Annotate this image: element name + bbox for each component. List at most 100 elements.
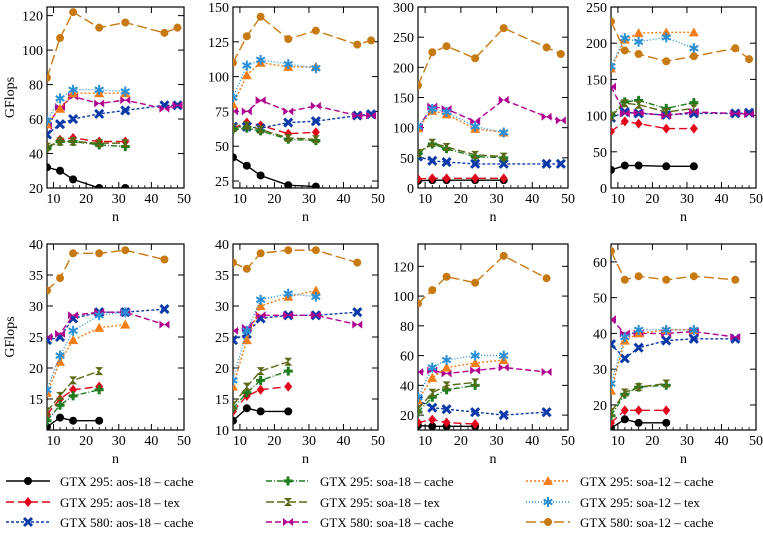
data-point-s7 bbox=[418, 121, 423, 132]
series-group bbox=[611, 17, 755, 174]
data-point-s5 bbox=[352, 111, 363, 120]
y-tick-label: 100 bbox=[208, 71, 229, 86]
data-point-s8 bbox=[662, 275, 671, 284]
data-point-s2 bbox=[470, 407, 481, 418]
data-point-s8 bbox=[233, 58, 237, 67]
data-point-s5 bbox=[470, 366, 481, 375]
data-point-s8 bbox=[56, 34, 65, 43]
data-point-s8 bbox=[242, 32, 251, 41]
data-point-s8 bbox=[95, 23, 104, 32]
data-point-s7 bbox=[233, 92, 238, 103]
data-point-s8 bbox=[620, 275, 629, 284]
series-line-s1 bbox=[47, 385, 100, 415]
data-point-s0 bbox=[242, 404, 251, 413]
y-tick-label: 25 bbox=[215, 331, 229, 346]
y-tick-label: 80 bbox=[400, 320, 414, 335]
data-point-s7 bbox=[94, 310, 105, 321]
data-point-s4 bbox=[47, 407, 51, 416]
data-point-s5 bbox=[47, 333, 52, 341]
data-point-s5 bbox=[633, 108, 644, 117]
data-point-s1 bbox=[471, 419, 480, 430]
data-point-s8 bbox=[442, 42, 451, 51]
legend-marker bbox=[544, 518, 552, 526]
panel-top-3: 10 20 30 40 50 0 50 100 150 200 250 300 n bbox=[393, 1, 575, 225]
x-tick-label: 10 bbox=[233, 434, 247, 449]
data-point-s5 bbox=[688, 107, 699, 116]
data-point-s0 bbox=[311, 182, 320, 188]
data-point-s1 bbox=[620, 405, 629, 416]
y-tick-label: 30 bbox=[215, 300, 229, 315]
data-point-s4 bbox=[620, 388, 629, 397]
y-tick-label: 30 bbox=[593, 363, 607, 378]
data-point-s0 bbox=[611, 165, 615, 174]
y-tick-label: 50 bbox=[593, 146, 607, 161]
legend-label: GTX 580: soa-18 – cache bbox=[320, 515, 454, 530]
data-point-s0 bbox=[620, 161, 629, 170]
data-point-s8 bbox=[367, 36, 376, 45]
data-point-s0 bbox=[428, 422, 437, 430]
y-tick-label: 50 bbox=[215, 140, 229, 155]
data-point-s8 bbox=[731, 275, 740, 284]
data-point-s8 bbox=[353, 258, 362, 267]
x-tick-label: 50 bbox=[371, 434, 385, 449]
legend-label: GTX 580: aos-18 – cache bbox=[60, 515, 194, 530]
y-tick-label: 40 bbox=[400, 379, 414, 394]
x-tick-label: 40 bbox=[336, 192, 350, 207]
data-point-s7 bbox=[441, 355, 452, 366]
y-tick-label: 60 bbox=[593, 256, 607, 271]
data-point-s6 bbox=[427, 372, 438, 382]
x-tick-label: 30 bbox=[302, 192, 316, 207]
data-point-s2 bbox=[661, 335, 672, 346]
y-tick-label: 20 bbox=[215, 362, 229, 377]
data-point-s4 bbox=[242, 121, 251, 130]
y-axis-title: GFlops bbox=[3, 77, 18, 118]
legend-label: GTX 295: aos-18 – tex bbox=[60, 495, 180, 510]
data-point-s7 bbox=[47, 384, 52, 395]
data-point-s3 bbox=[418, 407, 423, 417]
x-tick-label: 10 bbox=[418, 192, 432, 207]
data-point-s5 bbox=[68, 311, 79, 320]
data-point-s5 bbox=[283, 311, 294, 320]
legend-marker bbox=[283, 476, 293, 486]
data-point-s2 bbox=[498, 158, 509, 169]
panel-bottom-1: 10 20 30 40 50 15 20 25 30 35 40 n GFlops bbox=[3, 238, 191, 467]
data-point-s7 bbox=[55, 93, 65, 104]
series-line-s5 bbox=[611, 86, 750, 117]
y-tick-label: 15 bbox=[215, 393, 229, 408]
data-point-s5 bbox=[730, 109, 741, 118]
x-tick-label: 30 bbox=[680, 192, 694, 207]
y-axis-title: GFlops bbox=[3, 316, 18, 357]
data-point-s7 bbox=[633, 324, 644, 335]
data-point-s2 bbox=[619, 353, 630, 364]
data-point-s0 bbox=[47, 163, 51, 172]
x-tick-label: 10 bbox=[47, 434, 61, 449]
data-point-s0 bbox=[69, 175, 78, 184]
data-point-s8 bbox=[173, 23, 182, 32]
series-line-s2 bbox=[47, 104, 178, 136]
y-tick-label: 300 bbox=[393, 1, 414, 16]
legend-item-s8: GTX 580: soa-12 – cache bbox=[526, 515, 714, 530]
data-point-s8 bbox=[499, 24, 508, 33]
x-tick-label: 20 bbox=[454, 192, 468, 207]
data-point-s8 bbox=[256, 12, 265, 21]
series-group bbox=[418, 24, 566, 185]
data-point-s6 bbox=[233, 381, 238, 391]
data-point-s8 bbox=[745, 55, 754, 64]
series-line-s6 bbox=[611, 329, 694, 391]
data-point-s4 bbox=[69, 137, 78, 146]
series-line-s3 bbox=[47, 389, 100, 422]
series-line-s0 bbox=[611, 418, 667, 429]
data-point-s8 bbox=[442, 272, 451, 281]
series-line-s0 bbox=[47, 416, 100, 428]
data-point-s8 bbox=[233, 258, 237, 267]
data-point-s4 bbox=[471, 150, 480, 159]
data-point-s1 bbox=[662, 405, 671, 416]
series-line-s2 bbox=[233, 113, 372, 129]
x-tick-label: 20 bbox=[267, 192, 281, 207]
data-point-s5 bbox=[366, 111, 377, 120]
legend-marker bbox=[283, 518, 293, 526]
series-group bbox=[611, 247, 741, 430]
y-tick-label: 200 bbox=[393, 61, 414, 76]
x-tick-label: 20 bbox=[79, 434, 93, 449]
y-tick-label: 60 bbox=[29, 113, 43, 128]
